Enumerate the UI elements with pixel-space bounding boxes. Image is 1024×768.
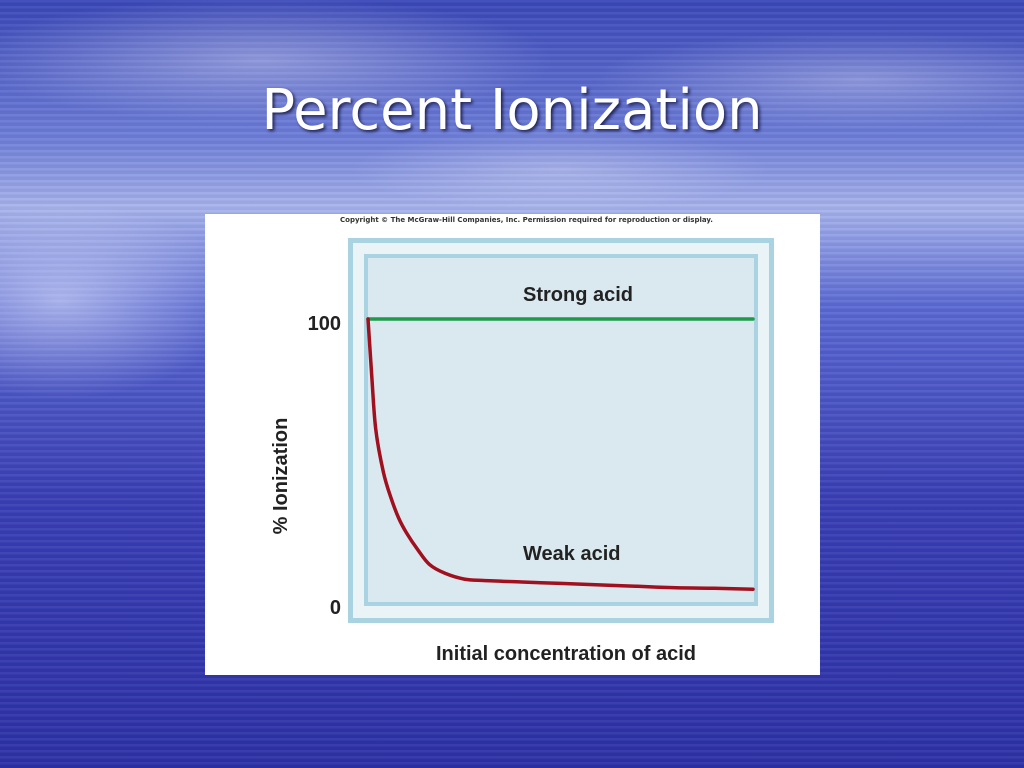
y-tick-100: 100 [308,313,341,335]
series-label-strong-acid: Strong acid [523,284,633,306]
chart-figure: Copyright © The McGraw-Hill Companies, I… [205,214,820,675]
series-label-weak-acid: Weak acid [523,543,620,565]
x-axis-label: Initial concentration of acid [436,643,696,665]
y-tick-0: 0 [330,597,341,619]
y-axis-label: % Ionization [270,418,292,535]
series-line-weak-acid [366,317,755,591]
series-layer [366,317,755,591]
ionization-chart: Copyright © The McGraw-Hill Companies, I… [270,216,774,665]
slide-title: Percent Ionization [261,78,763,143]
plot-area [368,258,754,602]
copyright-notice: Copyright © The McGraw-Hill Companies, I… [340,216,713,224]
